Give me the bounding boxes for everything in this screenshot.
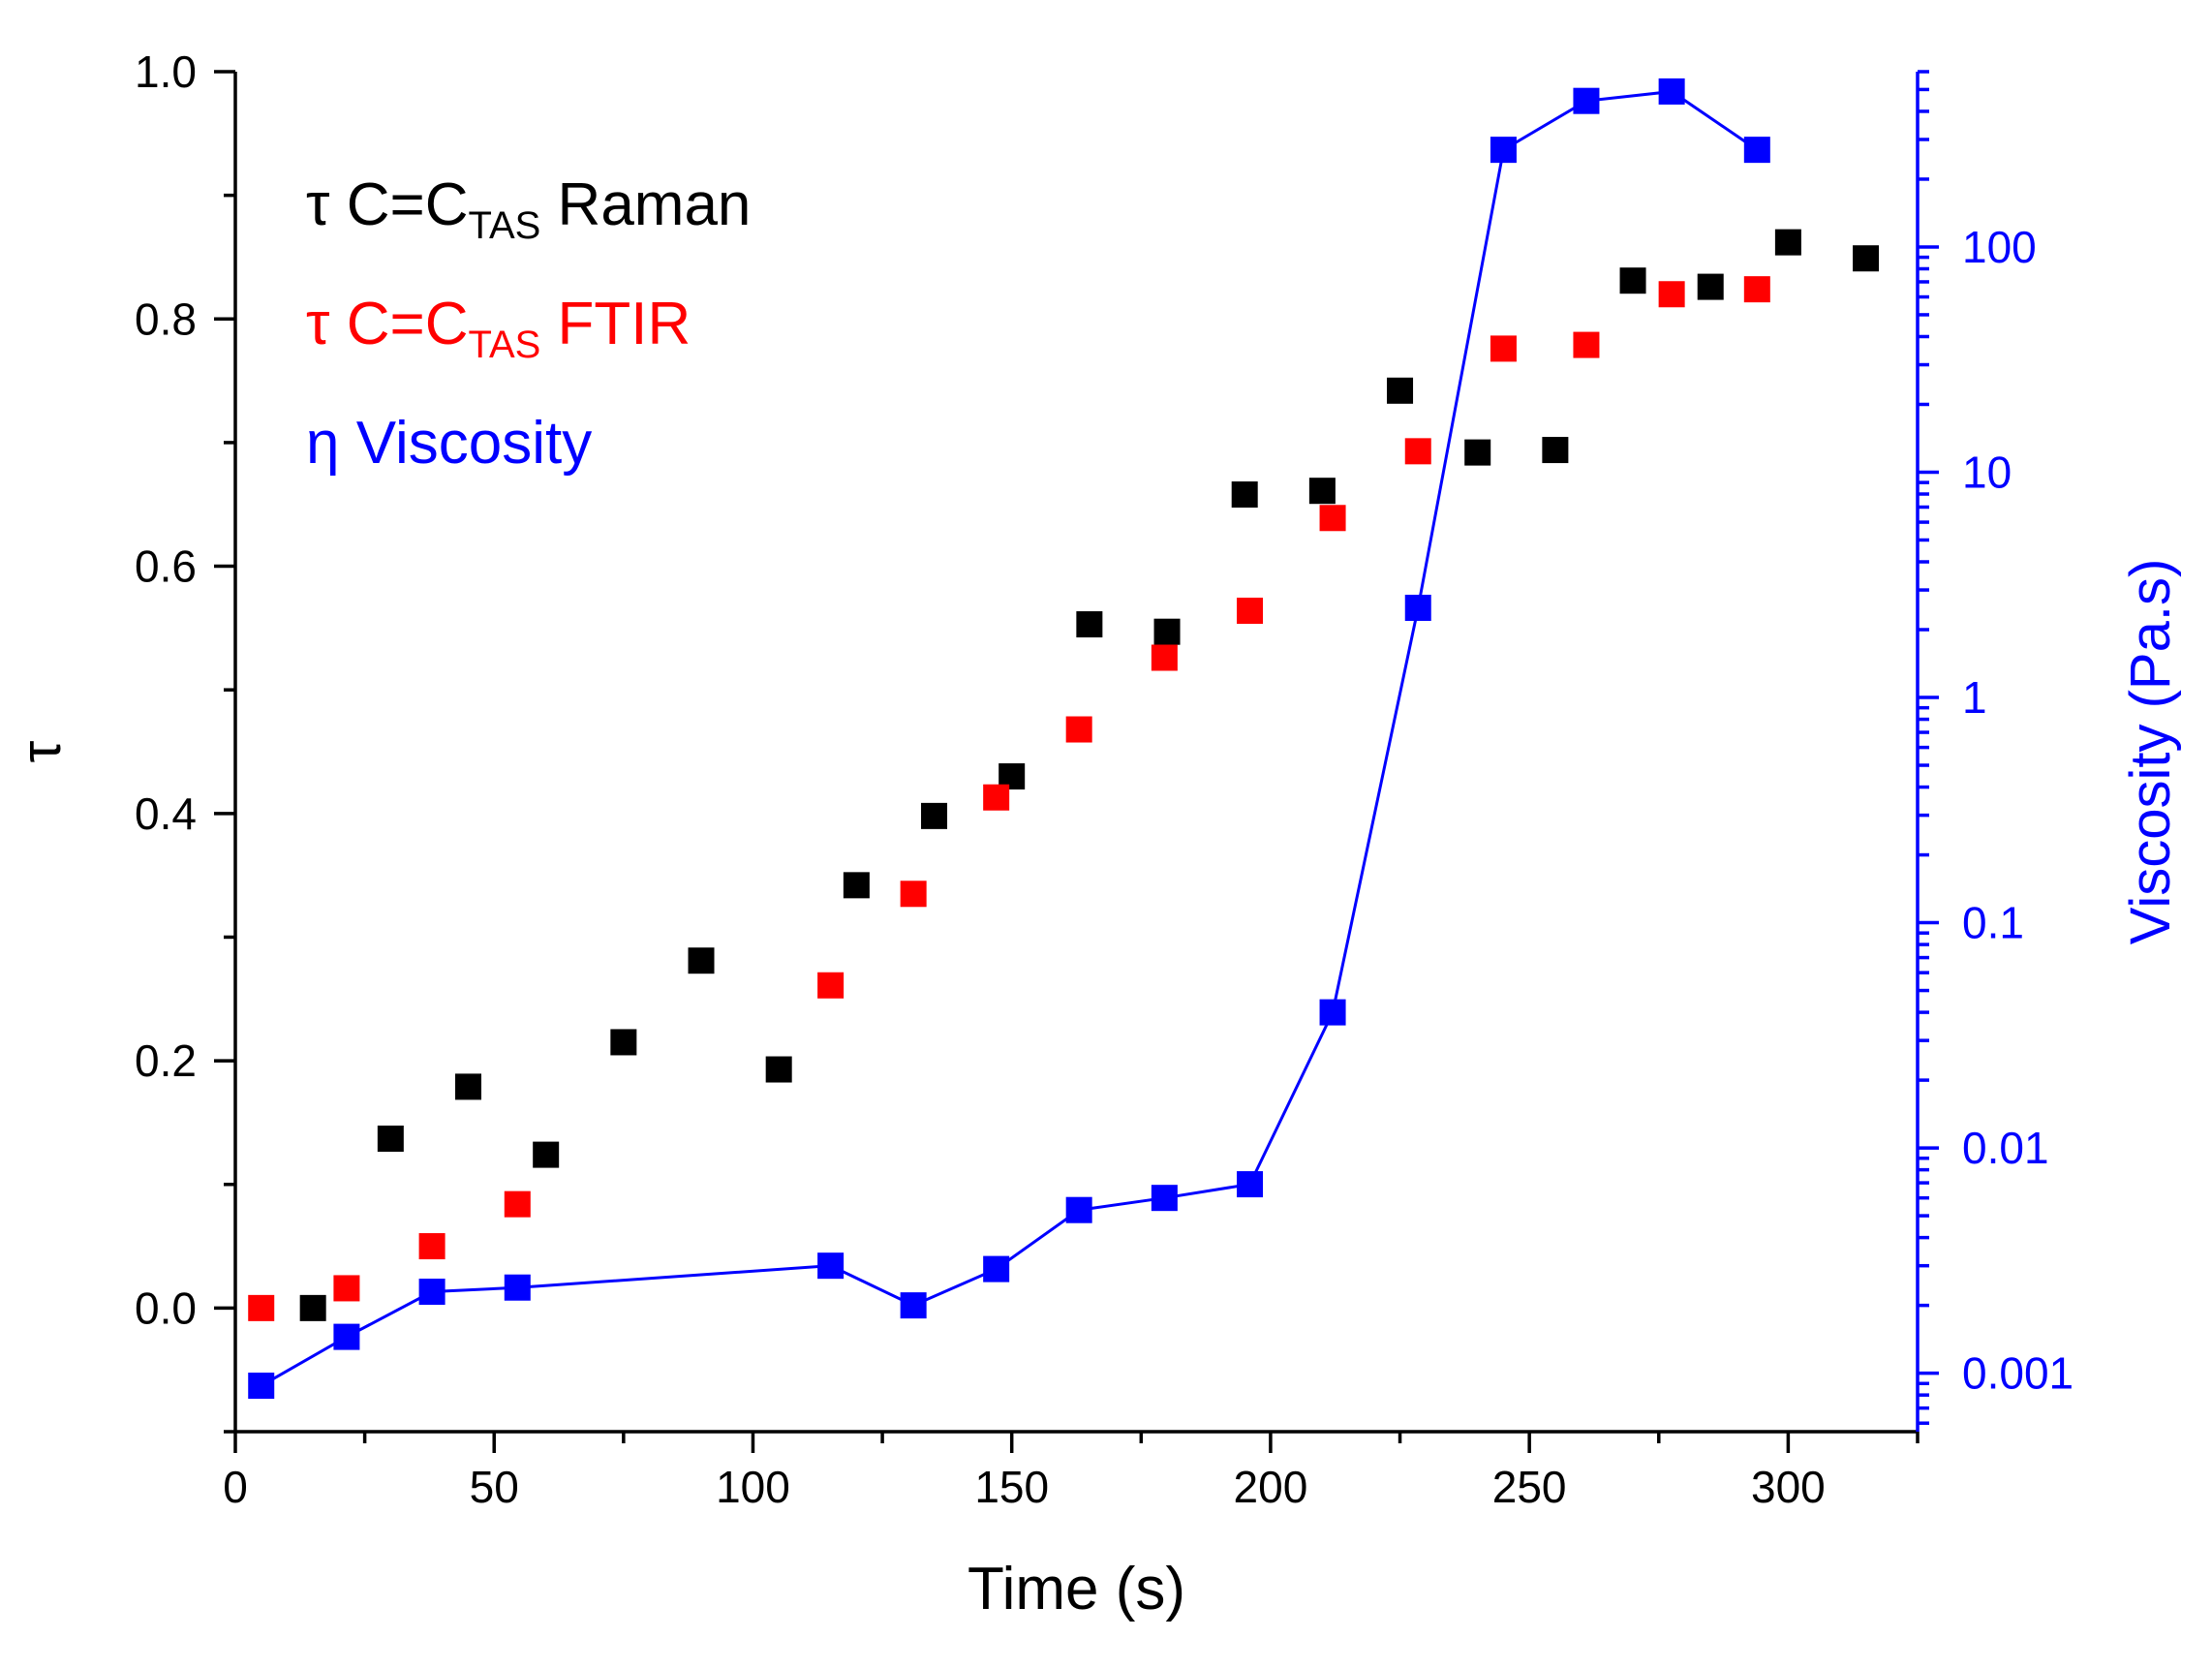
data-point [1490,137,1517,164]
y-right-axis-title: Viscosity (Pa.s) [2119,559,2182,945]
data-point [504,1190,531,1218]
x-tick-label: 300 [1751,1462,1826,1512]
legend-entry: τ C=CTAS Raman [306,171,751,247]
legend-text: τ C=C [306,291,468,357]
y-left-axis-title: τ [10,740,73,762]
data-point [1319,999,1346,1026]
data-point [1743,137,1770,164]
data-point [921,802,948,829]
y-right-tick-label: 100 [1962,222,2037,272]
data-point [1065,1196,1092,1223]
data-point [1151,1185,1178,1212]
legend-text: η Viscosity [306,410,592,477]
data-point [1387,377,1414,404]
data-point [504,1274,531,1301]
data-point [455,1073,482,1100]
data-point [333,1323,360,1350]
data-point [1853,245,1880,272]
data-point [1619,267,1646,294]
legend-entry: τ C=CTAS FTIR [306,291,691,366]
series-layer [248,77,1880,1400]
y-left-tick-label: 0.0 [135,1283,197,1333]
data-point [1743,276,1770,303]
data-point [1658,77,1685,105]
series-group [248,77,1770,1400]
data-point [817,1252,845,1280]
data-point [418,1233,445,1260]
data-point [817,972,845,999]
y-left-tick-label: 1.0 [135,46,197,97]
data-point [1237,597,1264,624]
data-point [900,881,927,908]
data-point [765,1056,792,1083]
x-axis-title: Time (s) [968,1556,1185,1623]
data-point [900,1292,927,1319]
data-point [1542,437,1569,464]
data-point [1153,618,1181,645]
data-point [1490,335,1517,362]
legend-text: FTIR [540,291,691,357]
x-tick-label: 0 [223,1462,248,1512]
data-point [1658,281,1685,308]
data-point [1065,716,1092,743]
data-point [1573,331,1600,358]
data-point [983,1255,1010,1283]
data-point [610,1029,637,1056]
legend-subscript: TAS [468,324,540,366]
data-point [1573,87,1600,114]
data-point [1404,438,1431,465]
data-point [299,1294,326,1321]
data-point [1308,478,1336,505]
legend-text: Raman [540,171,751,238]
data-point [1697,273,1724,300]
x-tick-label: 250 [1492,1462,1567,1512]
data-point [1404,594,1431,621]
series-line [260,89,1759,1387]
data-point [983,784,1010,811]
data-point [533,1141,560,1168]
data-point [1076,611,1103,638]
data-point [1464,439,1491,466]
axes: 0 50 100 150 200 250 300 Time (s) 0.0 0.2 0.4 0.6 0.… [10,46,2182,1623]
data-point [1319,505,1346,532]
y-left-tick-label: 0.8 [135,294,197,344]
x-tick-label: 150 [974,1462,1049,1512]
data-point [248,1294,275,1321]
data-point [1231,481,1258,509]
data-point [688,947,715,974]
data-point [843,872,870,899]
legend-entry: η Viscosity [306,410,592,477]
x-tick-label: 100 [716,1462,790,1512]
legend-subscript: TAS [468,204,540,247]
data-point [1774,229,1801,256]
y-right-tick-label: 0.01 [1962,1123,2049,1173]
x-tick-label: 200 [1234,1462,1308,1512]
y-right-tick-label: 0.001 [1962,1348,2074,1399]
series-group [299,229,1880,1321]
y-right-tick-label: 1 [1962,672,1987,723]
y-right-tick-label: 10 [1962,447,2012,497]
y-left-tick-label: 0.6 [135,541,197,592]
y-right-tick-label: 0.1 [1962,898,2024,948]
data-point [418,1279,445,1306]
data-point [377,1126,404,1153]
data-point [333,1275,360,1302]
x-tick-label: 50 [470,1462,519,1512]
data-point [1151,644,1178,671]
y-left-tick-label: 0.2 [135,1035,197,1086]
series-group [248,276,1770,1321]
data-point [248,1373,275,1400]
legend-text: τ C=C [306,171,468,238]
y-left-tick-label: 0.4 [135,788,197,839]
data-point [1237,1171,1264,1198]
